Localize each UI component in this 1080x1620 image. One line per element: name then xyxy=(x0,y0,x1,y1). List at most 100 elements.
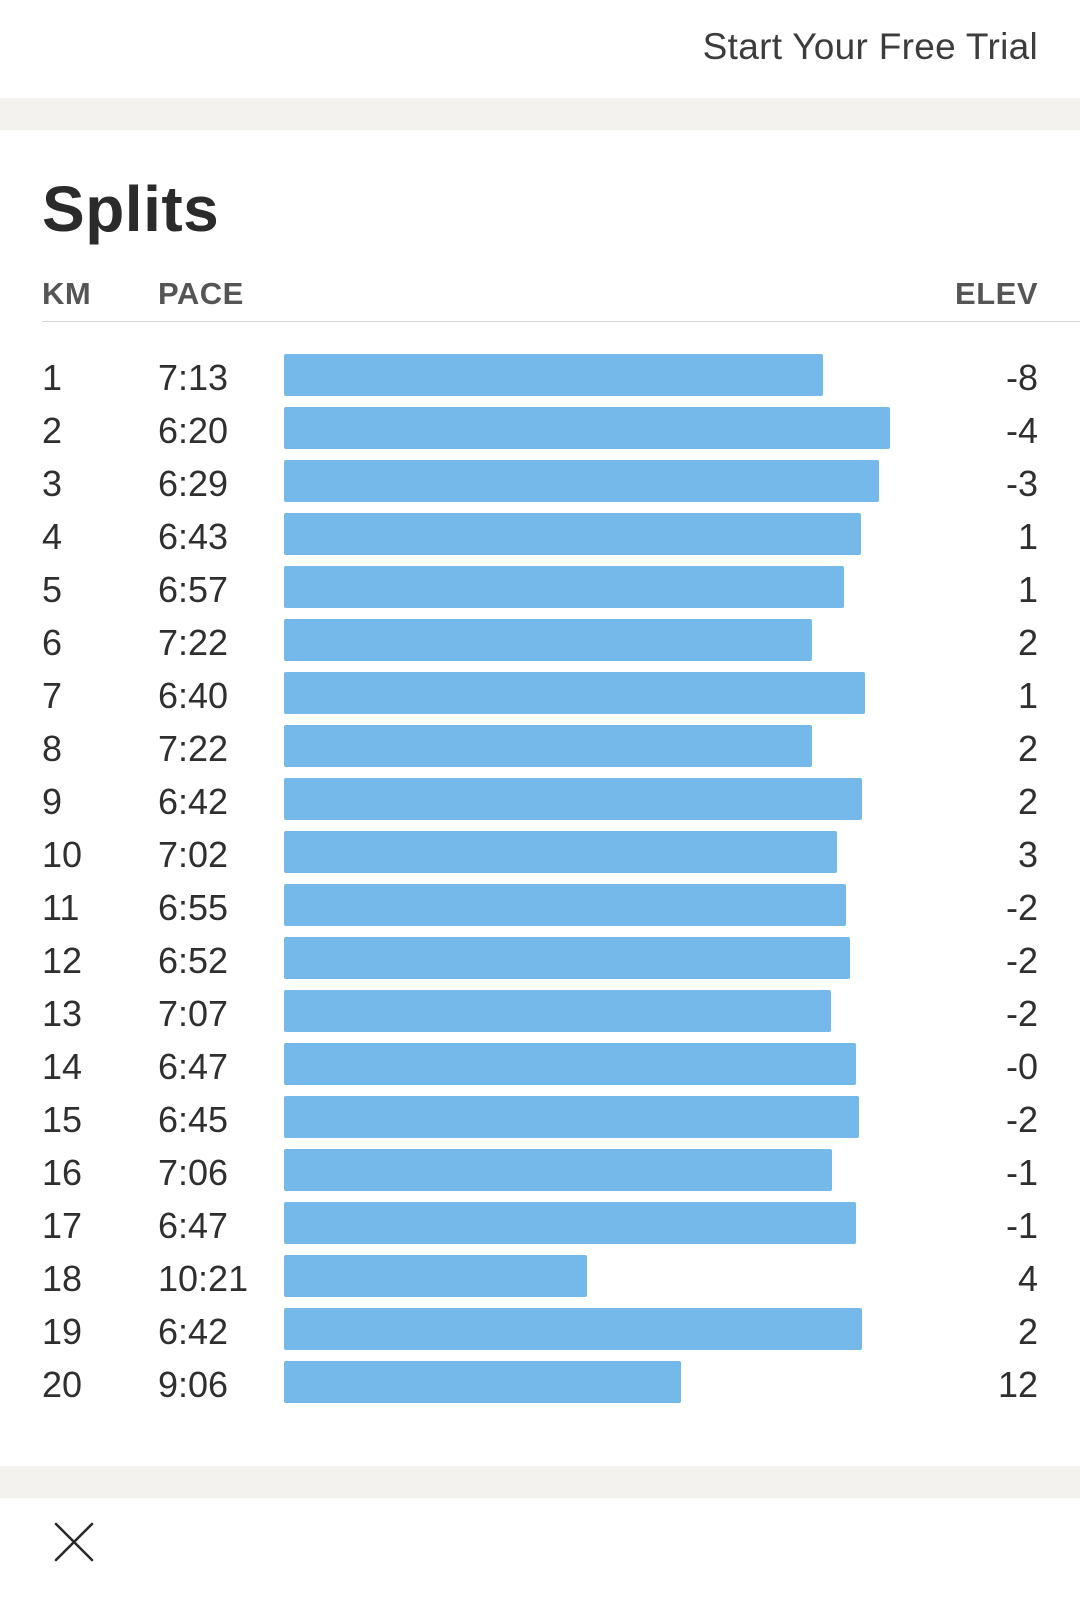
pace-bar xyxy=(284,1043,857,1085)
split-pace: 7:06 xyxy=(158,1152,229,1193)
split-pace: 6:47 xyxy=(158,1046,229,1087)
pace-bar xyxy=(284,937,850,979)
split-pace: 6:42 xyxy=(158,781,229,822)
pace-bar xyxy=(284,407,890,449)
split-pace: 6:55 xyxy=(158,887,229,928)
split-row: 20 9:06 12 xyxy=(0,1359,1080,1412)
split-row: 13 7:07 -2 xyxy=(0,988,1080,1041)
split-elev: -1 xyxy=(1005,1152,1038,1193)
split-km: 10 xyxy=(42,834,83,875)
split-elev: 2 xyxy=(1017,1311,1038,1352)
split-pace: 6:42 xyxy=(158,1311,229,1352)
pace-bar xyxy=(284,1361,682,1403)
split-pace: 9:06 xyxy=(158,1364,229,1405)
split-elev: -2 xyxy=(1005,993,1038,1034)
close-button[interactable] xyxy=(52,1520,96,1564)
split-pace: 6:40 xyxy=(158,675,229,716)
split-km: 2 xyxy=(42,410,63,451)
split-km: 17 xyxy=(42,1205,83,1246)
column-header-pace: PACE xyxy=(158,276,244,311)
split-row: 4 6:43 1 xyxy=(0,511,1080,564)
split-km: 4 xyxy=(42,516,63,557)
split-elev: -2 xyxy=(1005,1099,1038,1140)
split-km: 12 xyxy=(42,940,83,981)
split-row: 1 7:13 -8 xyxy=(0,352,1080,405)
split-elev: 2 xyxy=(1017,728,1038,769)
split-elev: -1 xyxy=(1005,1205,1038,1246)
split-pace: 7:07 xyxy=(158,993,229,1034)
column-header-elev: ELEV xyxy=(955,276,1038,311)
split-km: 18 xyxy=(42,1258,83,1299)
split-km: 20 xyxy=(42,1364,83,1405)
split-km: 3 xyxy=(42,463,63,504)
header-divider xyxy=(42,321,1080,322)
split-row: 11 6:55 -2 xyxy=(0,882,1080,935)
split-pace: 7:22 xyxy=(158,728,229,769)
split-km: 7 xyxy=(42,675,63,716)
split-elev: -2 xyxy=(1005,940,1038,981)
split-km: 14 xyxy=(42,1046,83,1087)
pace-bar xyxy=(284,990,831,1032)
split-row: 15 6:45 -2 xyxy=(0,1094,1080,1147)
pace-bar xyxy=(284,566,844,608)
split-elev: 2 xyxy=(1017,781,1038,822)
pace-bar xyxy=(284,460,879,502)
split-km: 11 xyxy=(42,887,80,928)
split-km: 8 xyxy=(42,728,63,769)
pace-bar xyxy=(284,1096,859,1138)
split-km: 6 xyxy=(42,622,63,663)
split-elev: -0 xyxy=(1005,1046,1038,1087)
split-elev: 3 xyxy=(1017,834,1038,875)
pace-bar xyxy=(284,672,865,714)
split-row: 8 7:22 2 xyxy=(0,723,1080,776)
split-elev: 1 xyxy=(1017,569,1038,610)
pace-bar xyxy=(284,1255,587,1297)
split-row: 2 6:20 -4 xyxy=(0,405,1080,458)
split-elev: 12 xyxy=(997,1364,1038,1405)
pace-bar xyxy=(284,1149,833,1191)
top-bar: Start Your Free Trial xyxy=(0,0,1080,100)
split-pace: 6:57 xyxy=(158,569,229,610)
column-header-km: KM xyxy=(42,276,92,311)
split-elev: -2 xyxy=(1005,887,1038,928)
split-km: 9 xyxy=(42,781,63,822)
split-km: 5 xyxy=(42,569,63,610)
split-km: 1 xyxy=(42,357,63,398)
splits-table: 1 7:13 -8 2 6:20 -4 3 6:29 -3 4 6:43 1 5 6:57 1 6 7:22 2 7… xyxy=(0,352,1080,1412)
split-pace: 6:29 xyxy=(158,463,229,504)
split-pace: 7:13 xyxy=(158,357,229,398)
split-elev: 1 xyxy=(1017,516,1038,557)
split-row: 5 6:57 1 xyxy=(0,564,1080,617)
split-pace: 6:20 xyxy=(158,410,229,451)
split-row: 19 6:42 2 xyxy=(0,1306,1080,1359)
pace-bar xyxy=(284,1202,857,1244)
pace-bar xyxy=(284,354,824,396)
pace-bar xyxy=(284,778,863,820)
section-divider-top xyxy=(0,98,1080,130)
split-km: 16 xyxy=(42,1152,83,1193)
split-row: 18 10:21 4 xyxy=(0,1253,1080,1306)
split-km: 19 xyxy=(42,1311,83,1352)
split-km: 13 xyxy=(42,993,83,1034)
split-row: 7 6:40 1 xyxy=(0,670,1080,723)
split-pace: 6:47 xyxy=(158,1205,229,1246)
split-row: 3 6:29 -3 xyxy=(0,458,1080,511)
split-row: 17 6:47 -1 xyxy=(0,1200,1080,1253)
split-pace: 7:02 xyxy=(158,834,229,875)
pace-bar xyxy=(284,619,812,661)
start-free-trial-link[interactable]: Start Your Free Trial xyxy=(702,26,1038,67)
pace-bar xyxy=(284,831,838,873)
split-elev: -3 xyxy=(1005,463,1038,504)
split-row: 14 6:47 -0 xyxy=(0,1041,1080,1094)
split-elev: 2 xyxy=(1017,622,1038,663)
splits-title: Splits xyxy=(42,173,220,245)
split-elev: 1 xyxy=(1017,675,1038,716)
pace-bar xyxy=(284,1308,863,1350)
split-pace: 6:52 xyxy=(158,940,229,981)
split-pace: 7:22 xyxy=(158,622,229,663)
section-divider-bottom xyxy=(0,1466,1080,1498)
split-elev: -4 xyxy=(1005,410,1038,451)
split-pace: 6:43 xyxy=(158,516,229,557)
split-row: 10 7:02 3 xyxy=(0,829,1080,882)
close-icon xyxy=(54,1522,94,1562)
